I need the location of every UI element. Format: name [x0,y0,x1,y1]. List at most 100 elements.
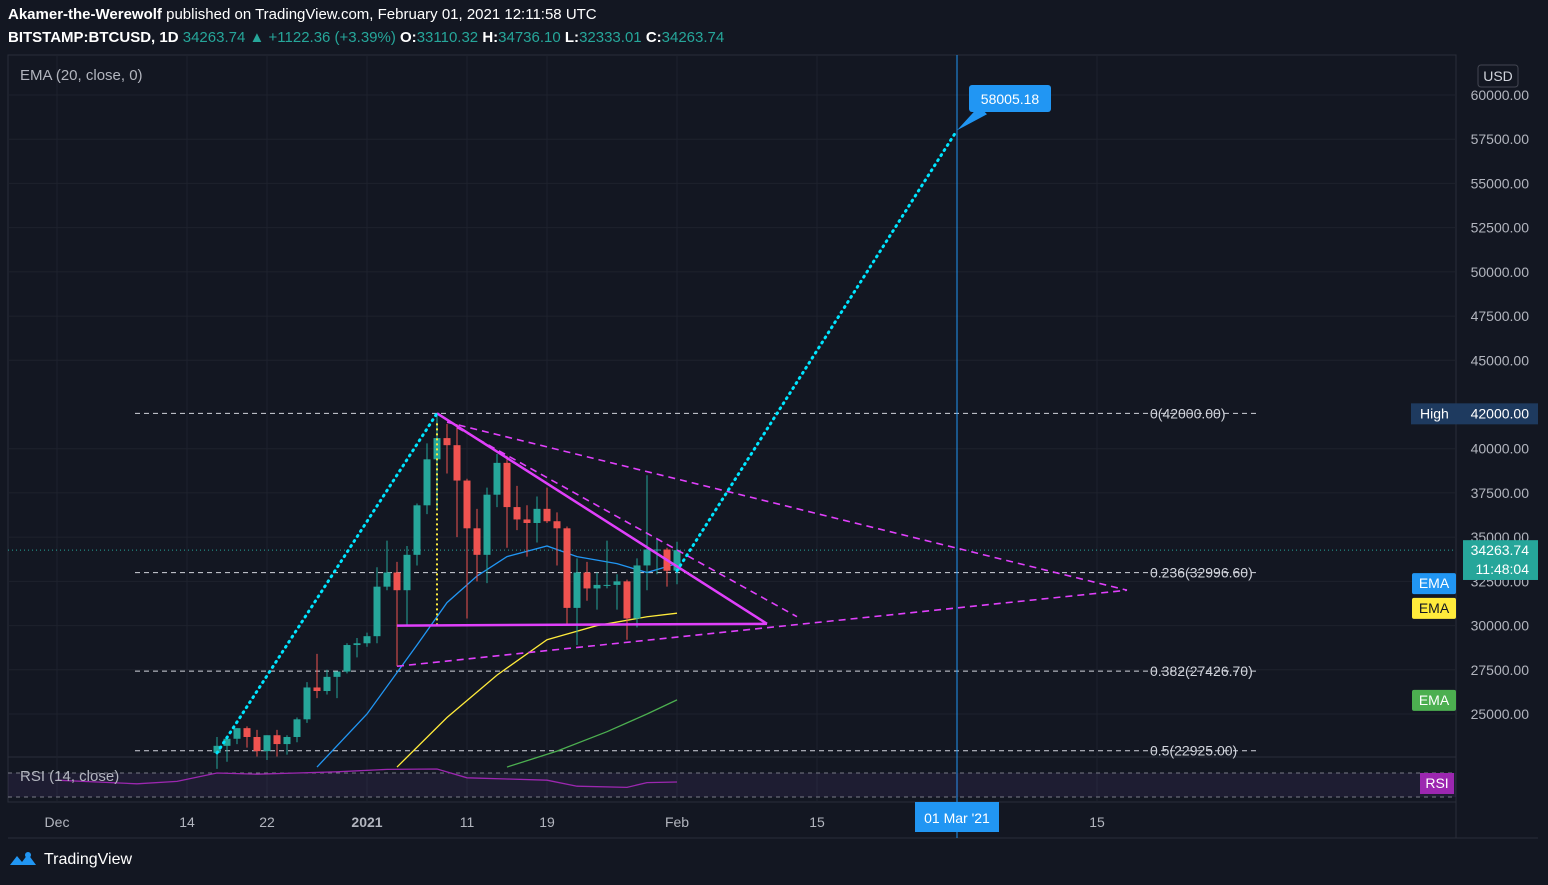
rsi-band [8,773,1456,797]
candle-body [503,462,511,508]
candle-body [643,549,651,566]
candle-body [483,494,491,555]
candle [323,669,331,695]
price-tags: High 42000.00 34263.74 11:48:04 EMA EMA EMA [1411,403,1538,711]
candle-body [263,735,271,752]
candle [593,572,601,610]
author-name[interactable]: Akamer-the-Werewolf [8,6,162,23]
candle-body [603,584,611,586]
target-callout-label: 58005.18 [981,91,1040,107]
x-tick-label: 19 [539,814,555,830]
last-price: 34263.74 [182,29,246,46]
x-tick-label: 15 [1089,814,1105,830]
target-date-label: 01 Mar '21 [924,810,990,826]
candle-body [453,445,461,481]
candle [653,538,661,575]
candle [563,526,571,624]
candle-body [343,645,351,672]
high-value: 34736.10 [498,29,561,46]
candle-body [623,581,631,619]
candle [583,561,591,601]
candle-body [573,572,581,608]
candle-body [593,584,601,589]
candle [343,643,351,674]
ema-tag-box [1412,689,1456,711]
triangle-pattern [396,412,1128,668]
candle [233,728,241,745]
candle [293,717,301,743]
ema-legend[interactable]: EMA (20, close, 0) [20,67,143,84]
candle-body [403,554,411,591]
candle [483,487,491,584]
candle-body [303,687,311,720]
tradingview-footer[interactable]: TradingView [8,851,132,869]
candle-body [233,728,241,739]
candle [463,478,471,619]
open-label: O: [400,29,417,46]
price-tag-label: High [1420,405,1449,421]
publish-date: published on TradingView.com, February 0… [161,6,597,23]
candle-body [373,586,381,637]
candle-body [273,735,281,745]
symbol-label[interactable]: BITSTAMP:BTCUSD, 1D [8,29,179,46]
candle [513,485,521,531]
rsi-tag-label: RSI [1425,775,1448,791]
x-axis: Dec 14 22 2021 11 19 Feb 15 15 [45,814,1105,830]
candle [603,540,611,589]
pattern-line [456,426,798,618]
candle-body [243,728,251,737]
candle-body [293,719,301,737]
price-tag-box [1463,558,1538,580]
candle [313,653,321,699]
fib-level-label: 0.5(22925.00) [1150,743,1237,759]
ema-tag-label: EMA [1419,575,1450,591]
candle [303,682,311,723]
candle [673,541,681,585]
candle-body [633,565,641,619]
rsi-pane: RSI [8,768,1456,798]
target-callout-box [969,85,1051,112]
y-tick-label: 40000.00 [1471,441,1530,457]
candle [413,503,421,566]
up-arrow-icon: ▲ [249,29,265,46]
candle [553,512,561,566]
candle-body [223,738,231,746]
x-tick-label: 14 [179,814,195,830]
candle-body [653,549,661,551]
y-tick-label: 30000.00 [1471,618,1530,634]
pattern-line [396,622,768,627]
x-tick-label: 11 [460,814,475,830]
symbol-info: BITSTAMP:BTCUSD, 1D 34263.74 ▲ +1122.36 … [8,29,724,46]
close-value: 34263.74 [661,29,725,46]
pattern-line [446,421,1128,591]
price-tag-box [1411,403,1538,425]
fib-level-label: 0.236(32996.60) [1150,565,1253,581]
candle-body [583,572,591,589]
candle [383,540,391,591]
pattern-line [436,412,768,625]
y-tick-label: 45000.00 [1471,352,1530,368]
candle-body [423,459,431,506]
publish-info: Akamer-the-Werewolf published on Trading… [8,6,597,23]
candle-body [363,636,371,644]
y-axis: 60000.00 57500.00 55000.00 52500.00 50000.00… [1471,64,1530,722]
low-value: 32333.01 [579,29,642,46]
candle [473,508,481,582]
candle-body [443,438,451,446]
price-tag-value: 34263.74 [1471,542,1530,558]
brand-name: TradingView [44,851,133,868]
y-tick-label: 25000.00 [1471,706,1530,722]
close-label: C: [645,29,662,46]
candle-body [463,480,471,529]
candle [253,729,261,757]
candle [403,545,411,626]
pattern-line [396,589,1128,668]
candle-body [473,528,481,555]
rsi-legend[interactable]: RSI (14, close) [20,768,120,785]
candle-body [323,676,331,692]
currency-box [1477,64,1519,88]
fib-level-label: 0(42000.00) [1150,405,1226,421]
candle-body [613,581,621,585]
rsi-line [56,768,678,789]
